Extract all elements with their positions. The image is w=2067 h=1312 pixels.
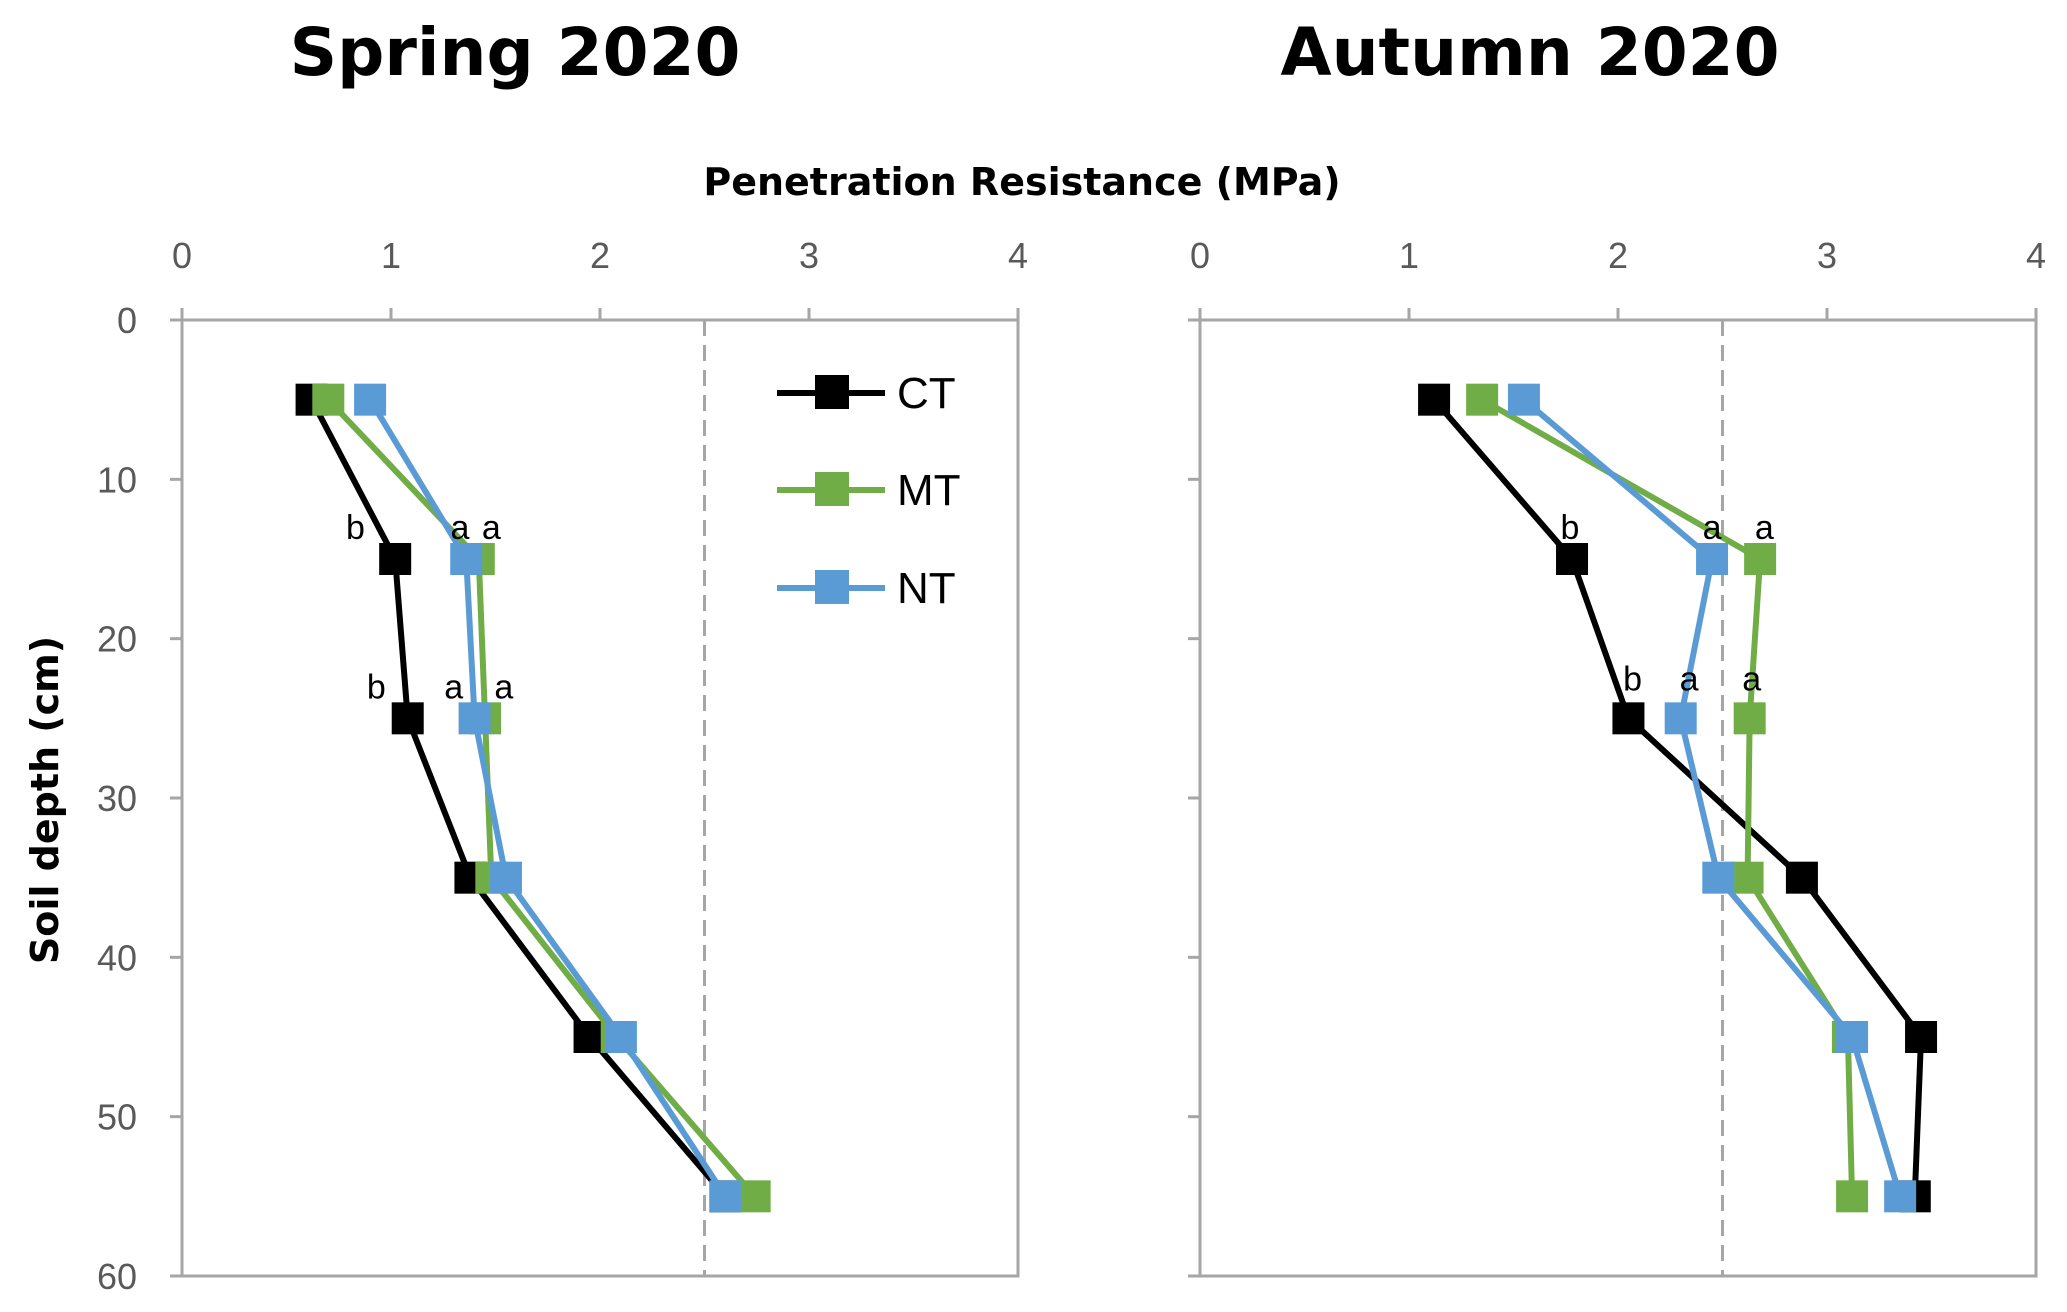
- autumn-point-nt: [1664, 702, 1697, 735]
- x-axis-title: Penetration Resistance (MPa): [703, 160, 1340, 204]
- legend-marker-ct: [815, 375, 849, 409]
- autumn-x-tick-label: 3: [1817, 235, 1837, 276]
- autumn-point-nt: [1884, 1180, 1917, 1213]
- legend-label-mt: MT: [897, 466, 961, 515]
- spring-point-ct: [573, 1021, 606, 1053]
- spring-y-tick-label: 60: [97, 1256, 137, 1297]
- spring-point-nt: [489, 861, 522, 894]
- autumn-point-ct: [1556, 543, 1589, 575]
- autumn-series-line-nt: [1522, 397, 1904, 1198]
- spring-y-tick-label: 40: [97, 937, 137, 978]
- autumn-point-nt: [1696, 543, 1729, 575]
- autumn-point-nt: [1836, 1021, 1869, 1053]
- spring-significance-letter: a: [494, 668, 513, 706]
- spring-y-tick-label: 30: [97, 778, 137, 819]
- autumn-series-line-ct: [1431, 397, 1925, 1197]
- autumn-x-tick-label: 4: [2026, 235, 2046, 276]
- spring-point-ct: [379, 543, 412, 575]
- spring-y-tick-label: 0: [117, 300, 137, 341]
- spring-y-tick-label: 20: [97, 619, 137, 660]
- autumn-point-ct: [1612, 702, 1645, 735]
- spring-x-tick-label: 4: [1008, 235, 1028, 276]
- autumn-point-nt: [1702, 861, 1735, 894]
- legend-item-nt: NT: [777, 564, 956, 613]
- legend-label-ct: CT: [897, 369, 956, 418]
- legend-item-mt: MT: [777, 466, 961, 515]
- autumn-series-line-mt: [1480, 397, 1856, 1197]
- autumn-significance-letter: a: [1742, 661, 1761, 699]
- spring-point-nt: [604, 1021, 637, 1053]
- legend-marker-mt: [815, 472, 849, 506]
- panel-title-autumn: Autumn 2020: [1280, 14, 1779, 91]
- spring-x-tick-label: 1: [381, 235, 401, 276]
- autumn-point-ct: [1418, 383, 1451, 416]
- spring-significance-letter: a: [482, 509, 501, 547]
- panel-autumn: 0 1 2 3 4b a ab a a: [1188, 235, 2046, 1278]
- y-axis-title: Soil depth (cm): [23, 636, 67, 964]
- autumn-significance-letter: a: [1703, 509, 1722, 547]
- autumn-point-ct: [1785, 861, 1818, 894]
- panel-title-spring: Spring 2020: [290, 14, 741, 91]
- spring-y-tick-label: 50: [97, 1097, 137, 1138]
- autumn-point-ct: [1905, 1021, 1938, 1053]
- autumn-significance-letter: b: [1560, 509, 1579, 547]
- spring-point-ct: [391, 702, 424, 735]
- legend-item-ct: CT: [777, 369, 956, 418]
- spring-series-line-nt: [367, 398, 728, 1198]
- legend-marker-nt: [815, 570, 849, 604]
- spring-series-line-mt: [326, 397, 757, 1199]
- spring-significance-letter: a: [451, 509, 470, 547]
- autumn-x-tick-label: 1: [1399, 235, 1419, 276]
- spring-point-nt: [709, 1180, 742, 1213]
- spring-series-line-ct: [308, 398, 728, 1199]
- legend-label-nt: NT: [897, 564, 956, 613]
- autumn-point-mt: [1836, 1180, 1869, 1213]
- spring-point-nt: [450, 543, 483, 575]
- spring-plot-frame: [180, 318, 1020, 1278]
- autumn-x-tick-label: 2: [1608, 235, 1628, 276]
- autumn-point-mt: [1733, 702, 1766, 735]
- spring-x-tick-label: 2: [590, 235, 610, 276]
- autumn-significance-letter: a: [1680, 661, 1699, 699]
- autumn-significance-letter: b: [1623, 661, 1642, 699]
- spring-significance-letter: b: [346, 509, 365, 547]
- spring-point-mt: [312, 383, 345, 416]
- spring-point-nt: [354, 383, 387, 416]
- spring-x-tick-label: 3: [799, 235, 819, 276]
- autumn-point-nt: [1507, 383, 1540, 416]
- spring-x-tick-label: 0: [172, 235, 192, 276]
- spring-significance-letter: b: [367, 668, 386, 706]
- legend: CT MT NT: [777, 369, 961, 613]
- autumn-point-mt: [1466, 383, 1499, 416]
- spring-significance-letter: a: [444, 668, 463, 706]
- autumn-point-mt: [1731, 861, 1764, 894]
- autumn-x-tick-label: 0: [1190, 235, 1210, 276]
- spring-point-mt: [738, 1180, 771, 1213]
- autumn-point-mt: [1744, 543, 1777, 575]
- spring-point-nt: [458, 702, 491, 735]
- spring-y-tick-label: 10: [97, 459, 137, 500]
- autumn-significance-letter: a: [1755, 509, 1774, 547]
- autumn-plot-frame: [1198, 318, 2038, 1278]
